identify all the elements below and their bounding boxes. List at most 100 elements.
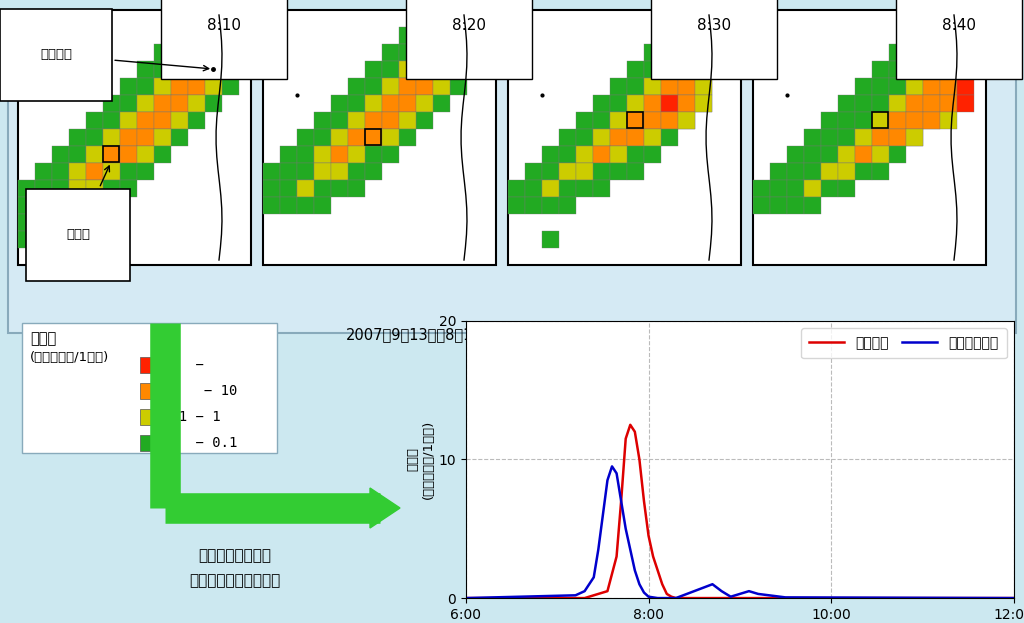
Bar — [695, 10, 712, 27]
Bar — [906, 78, 923, 95]
Bar — [923, 78, 940, 95]
Bar — [365, 146, 382, 163]
Bar — [399, 61, 416, 78]
Bar — [416, 95, 433, 112]
Bar — [662, 61, 678, 78]
Bar — [940, 78, 957, 95]
計算結果 — [615, 497, 628, 505]
Bar — [348, 146, 365, 163]
Bar — [140, 435, 156, 451]
Bar — [940, 61, 957, 78]
Bar — [467, 10, 484, 27]
Bar — [753, 197, 770, 214]
Bar — [103, 180, 120, 197]
Bar — [593, 146, 610, 163]
Bar — [821, 146, 838, 163]
線量率実測値 — [579, 587, 591, 595]
Bar — [644, 95, 662, 112]
Bar — [855, 129, 872, 146]
Bar — [154, 112, 171, 129]
Bar — [433, 44, 450, 61]
Bar — [382, 95, 399, 112]
Bar — [222, 44, 239, 61]
Bar — [314, 112, 331, 129]
Bar — [154, 78, 171, 95]
Bar — [678, 95, 695, 112]
計算結果 — [620, 435, 632, 442]
Bar — [433, 27, 450, 44]
Bar — [678, 78, 695, 95]
Bar — [542, 231, 559, 248]
Bar — [103, 129, 120, 146]
Bar — [450, 61, 467, 78]
線量率実測値 — [651, 594, 664, 602]
Bar — [542, 180, 559, 197]
Bar — [188, 78, 205, 95]
Bar — [821, 180, 838, 197]
Bar — [120, 78, 137, 95]
Bar — [787, 146, 804, 163]
Bar — [188, 44, 205, 61]
Bar — [940, 10, 957, 27]
Bar — [382, 78, 399, 95]
Bar — [222, 78, 239, 95]
Bar — [678, 95, 695, 112]
Bar — [695, 95, 712, 112]
Bar — [542, 180, 559, 197]
Bar — [610, 78, 627, 95]
Text: 0   − 0.1: 0 − 0.1 — [162, 436, 238, 450]
線量率実測値 — [569, 592, 582, 599]
Bar — [787, 197, 804, 214]
Bar — [280, 197, 297, 214]
Bar — [154, 61, 171, 78]
Bar — [205, 78, 222, 95]
Bar — [205, 61, 222, 78]
線量率実測値 — [1008, 594, 1020, 602]
Bar — [889, 129, 906, 146]
線量率実測値 — [588, 574, 600, 581]
Bar — [467, 44, 484, 61]
Bar — [382, 146, 399, 163]
Bar — [804, 180, 821, 197]
計算結果 — [1008, 594, 1020, 602]
Bar — [18, 180, 35, 197]
Bar — [297, 197, 314, 214]
Bar — [450, 27, 467, 44]
Bar — [940, 112, 957, 129]
線量率実測値 — [660, 594, 673, 602]
Bar — [222, 61, 239, 78]
Bar — [872, 61, 889, 78]
Bar — [872, 112, 889, 129]
Bar — [678, 61, 695, 78]
Bar — [889, 44, 906, 61]
Bar — [348, 163, 365, 180]
Bar — [120, 163, 137, 180]
Bar — [695, 61, 712, 78]
Bar — [804, 163, 821, 180]
Bar — [280, 146, 297, 163]
Bar — [188, 61, 205, 78]
Bar — [923, 112, 940, 129]
Bar — [889, 61, 906, 78]
Bar — [365, 163, 382, 180]
Text: 環境研: 環境研 — [66, 166, 110, 242]
Bar — [365, 95, 382, 112]
Bar — [120, 95, 137, 112]
Bar — [86, 163, 103, 180]
Bar — [69, 180, 86, 197]
Bar — [137, 146, 154, 163]
Bar — [331, 146, 348, 163]
Text: (ナノグレイ/1時間): (ナノグレイ/1時間) — [30, 351, 110, 364]
Bar — [940, 27, 957, 44]
計算結果 — [579, 594, 591, 602]
Bar — [297, 146, 314, 163]
Bar — [348, 129, 365, 146]
Bar — [821, 163, 838, 180]
Bar — [855, 146, 872, 163]
線量率実測値 — [606, 463, 618, 470]
Bar — [69, 146, 86, 163]
Bar — [559, 129, 575, 146]
Bar — [821, 163, 838, 180]
Text: 線量率: 線量率 — [30, 331, 56, 346]
Bar — [35, 163, 52, 180]
